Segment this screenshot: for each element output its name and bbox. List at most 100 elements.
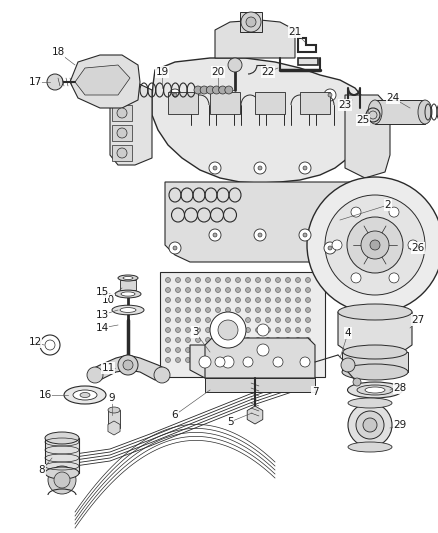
Circle shape — [257, 324, 269, 336]
Text: 23: 23 — [339, 100, 352, 110]
Text: 12: 12 — [28, 337, 42, 347]
Circle shape — [205, 337, 211, 343]
Circle shape — [305, 337, 311, 343]
Circle shape — [347, 217, 403, 273]
Text: 4: 4 — [345, 328, 351, 338]
Circle shape — [226, 308, 230, 312]
Circle shape — [215, 358, 220, 362]
Bar — [168, 92, 198, 114]
Circle shape — [324, 89, 336, 101]
Circle shape — [246, 278, 251, 282]
Circle shape — [210, 312, 246, 348]
Circle shape — [226, 327, 230, 333]
Circle shape — [206, 86, 214, 94]
Circle shape — [305, 348, 311, 352]
Circle shape — [195, 348, 201, 352]
Polygon shape — [338, 312, 412, 352]
Circle shape — [328, 93, 332, 97]
Circle shape — [236, 287, 240, 293]
Text: 2: 2 — [385, 200, 391, 210]
Circle shape — [205, 297, 211, 303]
Circle shape — [296, 308, 300, 312]
Circle shape — [299, 162, 311, 174]
Ellipse shape — [120, 308, 136, 312]
Circle shape — [328, 246, 332, 250]
Circle shape — [296, 337, 300, 343]
Circle shape — [48, 466, 76, 494]
Circle shape — [305, 278, 311, 282]
Text: 9: 9 — [109, 393, 115, 403]
Bar — [108, 410, 120, 428]
Circle shape — [361, 231, 389, 259]
Circle shape — [325, 195, 425, 295]
Circle shape — [166, 327, 170, 333]
Circle shape — [186, 308, 191, 312]
Circle shape — [389, 273, 399, 283]
Circle shape — [215, 348, 220, 352]
Polygon shape — [205, 338, 315, 378]
Circle shape — [296, 348, 300, 352]
Circle shape — [351, 273, 361, 283]
Text: 3: 3 — [192, 327, 198, 337]
Circle shape — [246, 297, 251, 303]
Circle shape — [299, 229, 311, 241]
Circle shape — [194, 86, 202, 94]
Circle shape — [243, 357, 253, 367]
Polygon shape — [190, 345, 248, 378]
Circle shape — [255, 327, 261, 333]
Polygon shape — [75, 65, 130, 95]
Circle shape — [195, 297, 201, 303]
Circle shape — [286, 348, 290, 352]
Circle shape — [257, 344, 269, 356]
Text: 25: 25 — [357, 115, 370, 125]
Ellipse shape — [123, 277, 133, 279]
Text: 14: 14 — [95, 323, 109, 333]
Ellipse shape — [348, 398, 392, 408]
Circle shape — [341, 358, 355, 372]
Circle shape — [246, 327, 251, 333]
Polygon shape — [152, 58, 370, 183]
Circle shape — [246, 358, 251, 362]
Circle shape — [186, 278, 191, 282]
Circle shape — [200, 86, 208, 94]
Circle shape — [215, 337, 220, 343]
Polygon shape — [215, 20, 295, 58]
Circle shape — [351, 207, 361, 217]
Circle shape — [123, 360, 133, 370]
Circle shape — [226, 318, 230, 322]
Circle shape — [166, 297, 170, 303]
Ellipse shape — [347, 382, 403, 398]
Circle shape — [236, 297, 240, 303]
Circle shape — [276, 337, 280, 343]
Ellipse shape — [368, 100, 382, 124]
Circle shape — [296, 297, 300, 303]
Circle shape — [195, 278, 201, 282]
Ellipse shape — [338, 304, 412, 320]
Circle shape — [226, 348, 230, 352]
Bar — [45, 438, 79, 473]
Circle shape — [296, 327, 300, 333]
Circle shape — [186, 318, 191, 322]
Circle shape — [186, 287, 191, 293]
Circle shape — [226, 337, 230, 343]
Circle shape — [176, 327, 180, 333]
Text: 24: 24 — [386, 93, 399, 103]
Text: 10: 10 — [102, 295, 115, 305]
Circle shape — [215, 357, 225, 367]
Circle shape — [215, 287, 220, 293]
Circle shape — [276, 297, 280, 303]
Circle shape — [166, 278, 170, 282]
Circle shape — [195, 308, 201, 312]
Bar — [160, 272, 325, 377]
Bar — [210, 92, 240, 114]
Ellipse shape — [80, 392, 90, 398]
Circle shape — [265, 287, 271, 293]
Text: 20: 20 — [212, 67, 225, 77]
Circle shape — [254, 229, 266, 241]
Circle shape — [258, 233, 262, 237]
Circle shape — [176, 358, 180, 362]
Ellipse shape — [64, 386, 106, 404]
Circle shape — [205, 327, 211, 333]
Circle shape — [195, 318, 201, 322]
Circle shape — [236, 348, 240, 352]
